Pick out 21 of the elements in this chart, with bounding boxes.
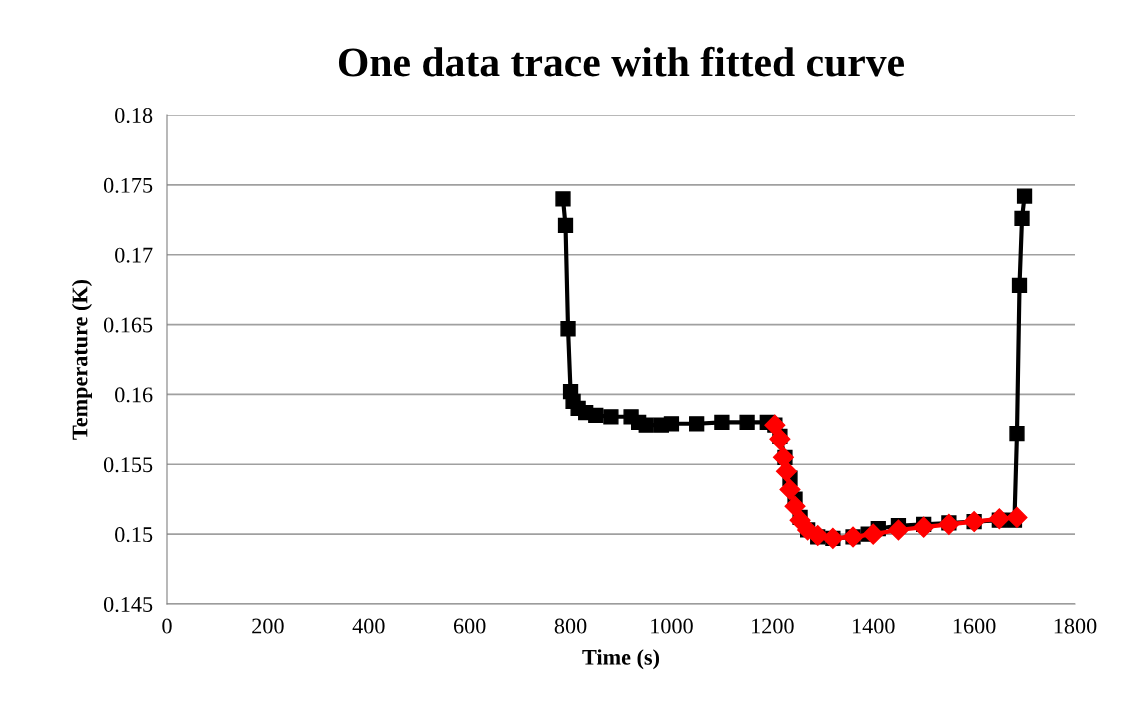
- y-tick-label: 0.17: [115, 247, 153, 263]
- x-tick-label: 1200: [752, 618, 794, 634]
- y-tick-label: 0.165: [103, 317, 153, 333]
- y-tick-label: 0.15: [115, 527, 153, 543]
- x-tick-label: 200: [252, 618, 284, 634]
- x-tick-label: 0: [162, 618, 172, 634]
- y-tick-label: 0.16: [115, 387, 153, 403]
- chart-title: One data trace with fitted curve: [338, 46, 904, 77]
- x-tick-label: 600: [453, 618, 486, 634]
- x-tick-label: 1600: [953, 618, 996, 634]
- x-tick-label: 400: [352, 618, 385, 634]
- x-tick-label: 1400: [852, 618, 895, 634]
- y-tick-label: 0.18: [115, 107, 153, 124]
- y-axis-title: Temperature (K): [71, 279, 92, 440]
- x-axis-title: Time (s): [582, 649, 660, 670]
- y-tick-label: 0.155: [103, 457, 153, 473]
- x-tick-label: 1800: [1054, 618, 1097, 634]
- y-tick-label: 0.145: [103, 596, 153, 613]
- x-tick-label: 1000: [651, 618, 693, 634]
- x-tick-label: 800: [554, 618, 587, 634]
- y-tick-label: 0.175: [103, 177, 153, 193]
